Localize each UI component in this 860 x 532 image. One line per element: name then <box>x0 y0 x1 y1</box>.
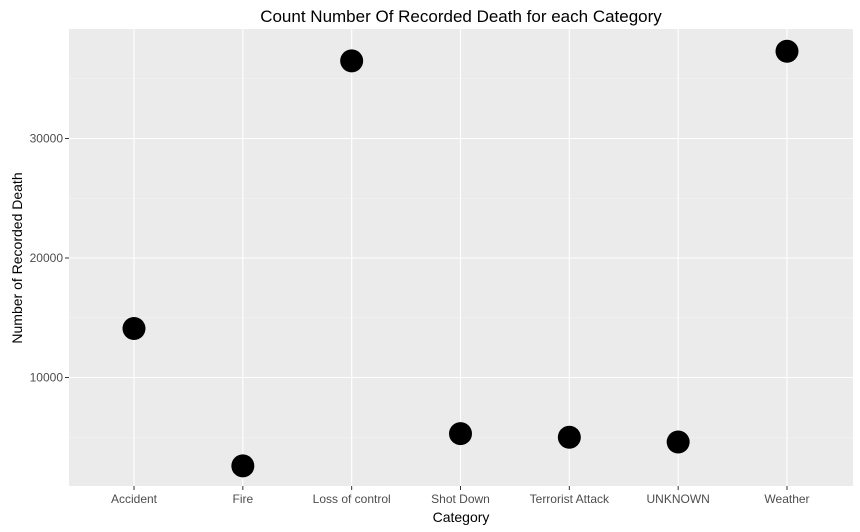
y-tick-label: 10000 <box>30 371 64 385</box>
x-axis: Accident Fire Loss of control Shot Down Terr… <box>111 486 810 506</box>
gridlines <box>69 29 853 486</box>
chart-title: Count Number Of Recorded Death for each … <box>260 7 662 26</box>
x-tick-label: UNKNOWN <box>647 492 710 506</box>
data-point <box>231 454 255 478</box>
data-points <box>122 39 799 478</box>
x-tick-label: Fire <box>232 492 253 506</box>
x-axis-title: Category <box>433 509 490 525</box>
x-tick-label: Loss of control <box>313 492 391 506</box>
x-tick-label: Terrorist Attack <box>530 492 610 506</box>
data-point <box>340 49 364 73</box>
data-point <box>775 39 799 63</box>
data-point <box>449 422 472 446</box>
x-tick-label: Accident <box>111 492 158 506</box>
data-point <box>557 425 581 449</box>
x-tick-label: Weather <box>764 492 809 506</box>
y-tick-label: 30000 <box>30 132 64 146</box>
y-axis: 10000 20000 30000 <box>30 132 69 385</box>
data-point <box>666 430 690 454</box>
y-axis-title: Number of Recorded Death <box>9 172 25 343</box>
y-tick-label: 20000 <box>30 251 64 265</box>
data-point <box>122 317 146 341</box>
x-tick-label: Shot Down <box>431 492 490 506</box>
